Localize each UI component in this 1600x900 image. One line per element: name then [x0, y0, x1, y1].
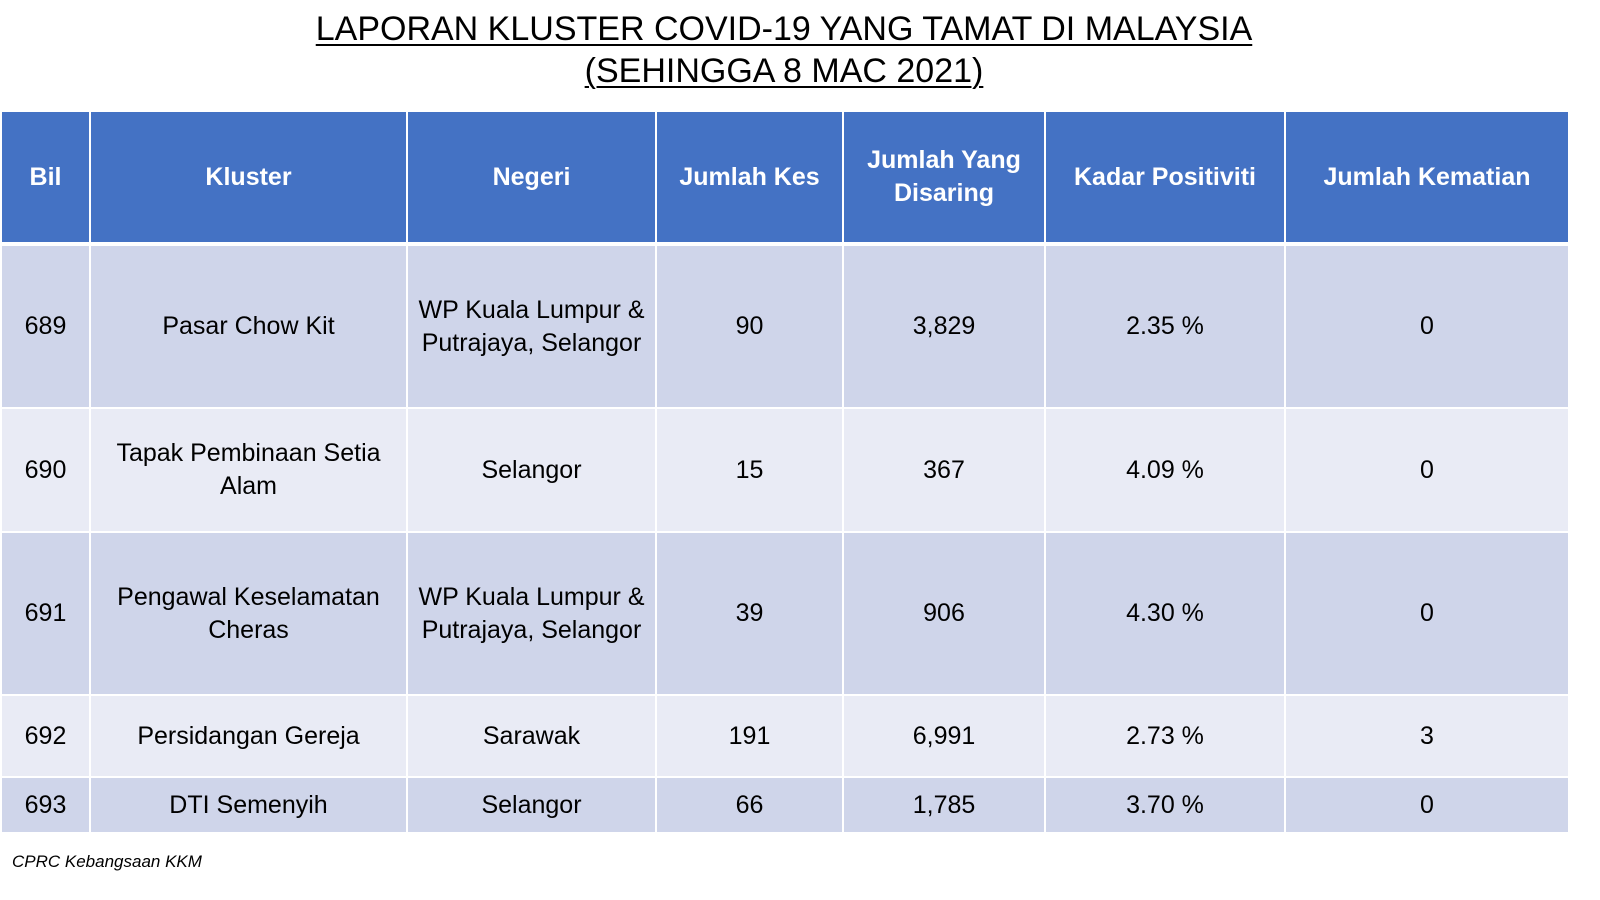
page-title: LAPORAN KLUSTER COVID-19 YANG TAMAT DI M… [0, 8, 1568, 92]
table-row: 692 Persidangan Gereja Sarawak 191 6,991… [2, 696, 1568, 778]
cell-jumlah-kematian: 0 [1286, 778, 1568, 834]
cell-bil: 691 [2, 533, 91, 696]
cell-kadar-positiviti: 4.30 % [1046, 533, 1286, 696]
table-row: 693 DTI Semenyih Selangor 66 1,785 3.70 … [2, 778, 1568, 834]
cell-jumlah-kes: 15 [657, 409, 844, 533]
cluster-table: Bil Kluster Negeri Jumlah Kes Jumlah Yan… [2, 112, 1568, 834]
cell-jumlah-disaring: 906 [844, 533, 1046, 696]
cluster-table-container: Bil Kluster Negeri Jumlah Kes Jumlah Yan… [2, 112, 1568, 834]
cell-kadar-positiviti: 2.73 % [1046, 696, 1286, 778]
cell-negeri: WP Kuala Lumpur & Putrajaya, Selangor [408, 533, 657, 696]
table-row: 691 Pengawal Keselamatan Cheras WP Kuala… [2, 533, 1568, 696]
cell-kluster: Tapak Pembinaan Setia Alam [91, 409, 408, 533]
cell-kluster: DTI Semenyih [91, 778, 408, 834]
cell-kadar-positiviti: 2.35 % [1046, 246, 1286, 409]
cell-jumlah-kes: 39 [657, 533, 844, 696]
title-line-2: (SEHINGGA 8 MAC 2021) [584, 52, 984, 90]
cell-jumlah-disaring: 6,991 [844, 696, 1046, 778]
cell-jumlah-kes: 66 [657, 778, 844, 834]
cell-jumlah-disaring: 1,785 [844, 778, 1046, 834]
cell-kluster: Pengawal Keselamatan Cheras [91, 533, 408, 696]
cell-bil: 690 [2, 409, 91, 533]
title-line-1: LAPORAN KLUSTER COVID-19 YANG TAMAT DI M… [315, 10, 1253, 48]
table-row: 689 Pasar Chow Kit WP Kuala Lumpur & Put… [2, 246, 1568, 409]
cell-kluster: Persidangan Gereja [91, 696, 408, 778]
cell-bil: 692 [2, 696, 91, 778]
cell-jumlah-kematian: 3 [1286, 696, 1568, 778]
cell-negeri: Sarawak [408, 696, 657, 778]
cell-bil: 693 [2, 778, 91, 834]
cell-negeri: Selangor [408, 409, 657, 533]
header-bil: Bil [2, 112, 91, 246]
cell-negeri: WP Kuala Lumpur & Putrajaya, Selangor [408, 246, 657, 409]
header-jumlah-disaring: Jumlah Yang Disaring [844, 112, 1046, 246]
table-row: 690 Tapak Pembinaan Setia Alam Selangor … [2, 409, 1568, 533]
cell-jumlah-kematian: 0 [1286, 409, 1568, 533]
header-jumlah-kes: Jumlah Kes [657, 112, 844, 246]
table-header-row: Bil Kluster Negeri Jumlah Kes Jumlah Yan… [2, 112, 1568, 246]
cell-jumlah-disaring: 3,829 [844, 246, 1046, 409]
cell-kadar-positiviti: 4.09 % [1046, 409, 1286, 533]
cell-jumlah-kes: 191 [657, 696, 844, 778]
cell-jumlah-kematian: 0 [1286, 246, 1568, 409]
cell-bil: 689 [2, 246, 91, 409]
header-kluster: Kluster [91, 112, 408, 246]
cell-negeri: Selangor [408, 778, 657, 834]
header-negeri: Negeri [408, 112, 657, 246]
cell-jumlah-kes: 90 [657, 246, 844, 409]
cell-jumlah-kematian: 0 [1286, 533, 1568, 696]
header-kadar-positiviti: Kadar Positiviti [1046, 112, 1286, 246]
cell-jumlah-disaring: 367 [844, 409, 1046, 533]
cell-kadar-positiviti: 3.70 % [1046, 778, 1286, 834]
header-jumlah-kematian: Jumlah Kematian [1286, 112, 1568, 246]
source-footnote: CPRC Kebangsaan KKM [12, 852, 202, 871]
cell-kluster: Pasar Chow Kit [91, 246, 408, 409]
